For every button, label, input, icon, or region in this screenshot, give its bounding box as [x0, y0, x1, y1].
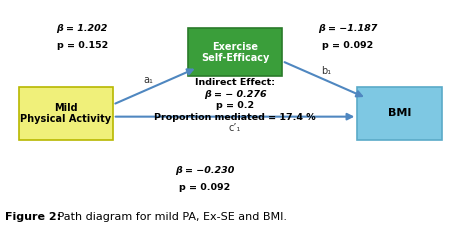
Text: a₁: a₁	[143, 75, 153, 85]
Text: p = 0.152: p = 0.152	[56, 41, 108, 50]
Text: Indirect Effect:: Indirect Effect:	[195, 78, 275, 87]
Text: Figure 2:: Figure 2:	[5, 212, 61, 222]
Text: Proportion mediated = 17.4 %: Proportion mediated = 17.4 %	[154, 113, 316, 122]
Text: BMI: BMI	[388, 108, 411, 118]
Text: p = 0.092: p = 0.092	[179, 183, 230, 192]
Text: b₁: b₁	[321, 66, 332, 76]
Text: Path diagram for mild PA, Ex-SE and BMI.: Path diagram for mild PA, Ex-SE and BMI.	[54, 212, 287, 222]
FancyBboxPatch shape	[357, 87, 442, 140]
Text: p = 0.092: p = 0.092	[322, 41, 374, 50]
Text: c’₁: c’₁	[229, 123, 241, 132]
Text: β = −1.187: β = −1.187	[318, 24, 377, 33]
Text: β = 1.202: β = 1.202	[56, 24, 108, 33]
FancyBboxPatch shape	[188, 28, 282, 76]
Text: β = − 0.276: β = − 0.276	[204, 90, 266, 99]
Text: Mild
Physical Activity: Mild Physical Activity	[20, 103, 111, 124]
FancyBboxPatch shape	[19, 87, 113, 140]
Text: β = −0.230: β = −0.230	[175, 166, 234, 175]
Text: p = 0.2: p = 0.2	[216, 101, 254, 110]
Text: Exercise
Self-Efficacy: Exercise Self-Efficacy	[201, 41, 269, 63]
